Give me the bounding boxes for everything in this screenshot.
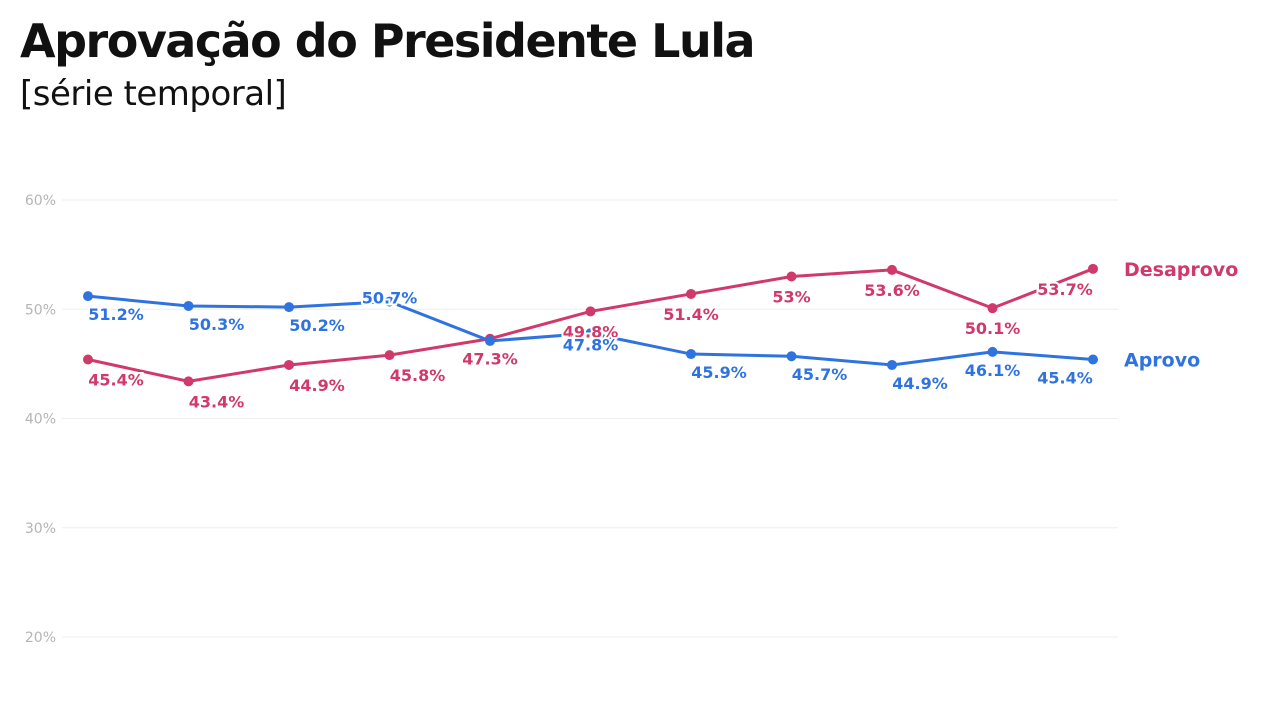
y-tick-label-30: 30% [25,521,56,537]
desaprovo-data-label: 47.3% [462,350,518,369]
desaprovo-data-label: 45.8% [390,366,446,385]
series-points [83,263,1098,387]
desaprovo-data-label: 44.9% [289,376,345,395]
desaprovo-point [686,288,696,299]
chart-subtitle: [série temporal] [20,74,287,114]
aprovo-point [284,302,294,313]
desaprovo-data-label: 45.4% [88,371,144,390]
desaprovo-point [786,271,797,282]
y-tick-label-40: 40% [25,412,56,428]
aprovo-point [183,300,194,311]
aprovo-point [686,349,696,360]
desaprovo-data-label: 43.4% [189,392,245,411]
aprovo-data-label: 45.7% [792,365,848,384]
desaprovo-data-label: 51.4% [663,305,719,324]
desaprovo-point [284,359,294,370]
desaprovo-point [183,376,194,387]
aprovo-point [83,291,93,302]
desaprovo-point [1088,263,1098,274]
legend-desaprovo: Desaprovo [1124,259,1238,281]
aprovo-point [1088,354,1098,365]
aprovo-point [485,335,495,346]
y-tick-label-60: 60% [25,193,56,209]
chart-title: Aprovação do Presidente Lula [20,14,756,68]
desaprovo-point [585,306,596,317]
desaprovo-data-label: 53% [772,287,810,306]
aprovo-data-label: 45.9% [691,363,747,382]
data-labels: 45.4% 43.4% 44.9% 45.8% 47.3% 49.8% 51.4% 53% 53… [86,278,1095,414]
legend-aprovo: Aprovo [1124,350,1200,372]
aprovo-data-label: 50.2% [289,316,345,335]
y-axis-ticks: 20% 30% 40% 50% 60% [25,193,56,646]
aprovo-data-label: 51.2% [88,305,144,324]
legend: Desaprovo Aprovo [1124,259,1238,372]
aprovo-point [987,346,998,357]
y-tick-label-20: 20% [25,630,56,646]
aprovo-point [786,351,797,362]
aprovo-point [384,296,395,307]
desaprovo-point [887,264,897,275]
aprovo-data-label: 47.8% [563,335,619,354]
gridlines [62,199,1118,638]
desaprovo-data-label: 53.7% [1037,280,1093,299]
aprovo-data-label: 50.3% [189,315,245,334]
aprovo-point [887,359,897,370]
aprovo-data-label: 46.1% [965,361,1021,380]
y-tick-label-50: 50% [25,302,56,318]
desaprovo-data-label: 49.8% [563,322,619,341]
desaprovo-point [987,303,998,314]
desaprovo-point [83,354,93,365]
aprovo-data-label: 45.4% [1037,369,1093,388]
aprovo-data-label: 44.9% [892,374,948,393]
aprovo-point [585,328,596,339]
desaprovo-data-label: 53.6% [864,281,920,300]
aprovo-data-label: 50.7% [362,289,418,308]
desaprovo-point [384,350,395,361]
desaprovo-data-label: 50.1% [965,319,1021,338]
